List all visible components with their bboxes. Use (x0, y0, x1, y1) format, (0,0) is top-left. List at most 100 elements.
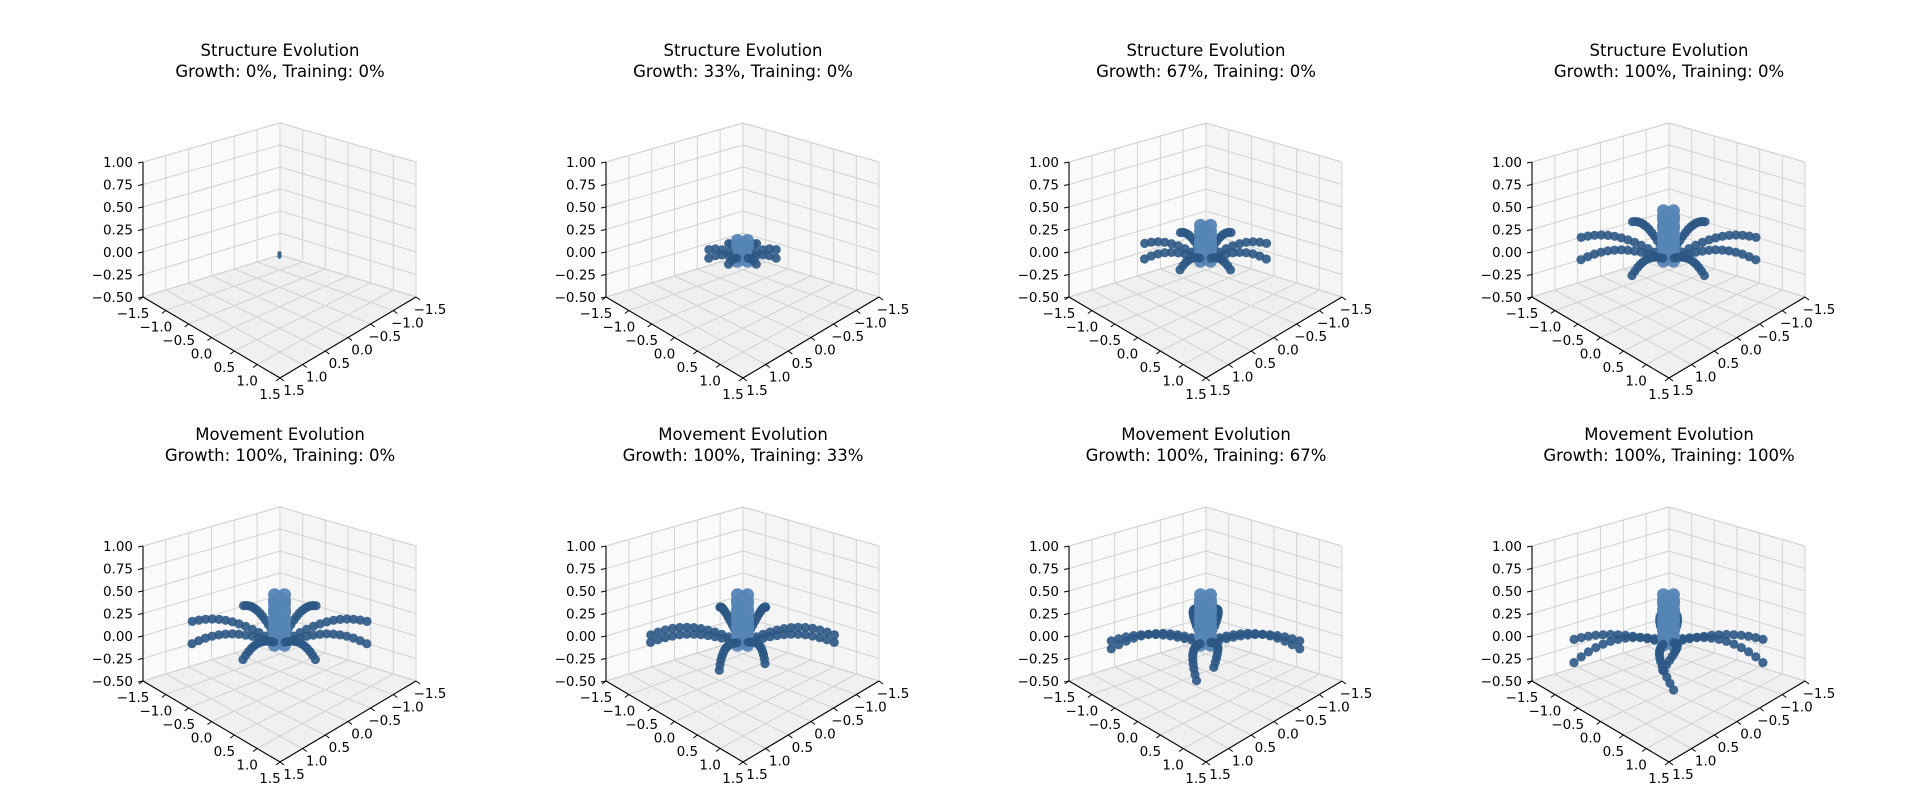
x-tick (1641, 364, 1647, 368)
body-point (268, 603, 281, 616)
y-tick (1205, 761, 1211, 766)
y-tick (788, 350, 793, 355)
subplot-1: Structure Evolution Growth: 0%, Training:… (92, 41, 447, 403)
leg-point (1166, 247, 1176, 257)
leg-point (1665, 678, 1675, 688)
body-point (1194, 603, 1207, 616)
leg-point (667, 631, 678, 641)
grid-line (742, 572, 880, 614)
x-tick (1596, 337, 1601, 341)
z-tick (600, 206, 607, 209)
body-point (1204, 224, 1217, 238)
grid-line (142, 232, 281, 275)
x-tick (1641, 748, 1647, 752)
z-tick-label: −0.50 (555, 674, 596, 690)
leg-point (1744, 231, 1754, 241)
leg-point (1591, 643, 1601, 653)
x-tick-label: −0.5 (162, 717, 195, 733)
body-point (1667, 236, 1680, 250)
z-tick-label: 0.50 (1029, 584, 1059, 600)
leg-point (1731, 230, 1741, 240)
body-point (731, 611, 744, 625)
x-tick-label: 0.5 (677, 744, 698, 760)
y-tick (1251, 734, 1256, 739)
leg-point (800, 622, 811, 633)
grid-line (742, 232, 880, 275)
z-tick (600, 184, 607, 186)
y-tick (1273, 337, 1279, 341)
leg-point (1151, 629, 1161, 640)
z-tick-label: 0.50 (566, 200, 596, 216)
leg-point (1642, 634, 1652, 644)
x-tick-label: −1.0 (602, 704, 635, 720)
x-tick-label: 0.5 (1603, 744, 1624, 760)
z-tick (1063, 184, 1070, 186)
leg-point (710, 632, 720, 642)
body-point (1657, 620, 1670, 634)
x-tick (624, 310, 630, 314)
z-tick (137, 590, 144, 593)
leg-point (1699, 270, 1709, 281)
y-tick (1273, 721, 1279, 725)
y-tick-label: 0.5 (329, 740, 350, 756)
z-tick (1063, 229, 1070, 231)
body-point (1194, 224, 1207, 238)
x-tick (1110, 707, 1115, 712)
z-tick (137, 635, 144, 638)
y-tick (279, 377, 285, 382)
grid-line (142, 528, 281, 569)
leg-point (1287, 634, 1297, 644)
grid-line (605, 122, 744, 163)
x-tick-label: 0.0 (654, 731, 675, 747)
subplot-subtitle: Growth: 100%, Training: 67% (1086, 446, 1327, 465)
grid-line (142, 210, 281, 253)
z-tick-label: 0.50 (103, 200, 133, 216)
body-point (278, 620, 291, 634)
grid-line (142, 166, 281, 208)
z-tick (137, 229, 144, 231)
grid-line (279, 122, 417, 163)
grid-line (1205, 528, 1343, 569)
leg-point (815, 625, 825, 635)
grid-line (1205, 550, 1343, 592)
leg-point (277, 254, 282, 259)
leg-point (682, 622, 692, 632)
x-tick-label: 1.0 (699, 374, 720, 390)
grid-line (605, 528, 744, 569)
z-tick (600, 229, 607, 231)
y-tick (1782, 310, 1787, 314)
y-tick (788, 734, 793, 739)
y-tick-label: 0.5 (329, 356, 350, 372)
y-tick-label: −1.5 (1340, 686, 1373, 702)
subplot-3: Structure Evolution Growth: 67%, Training… (1018, 41, 1373, 403)
x-tick (207, 337, 212, 341)
x-tick-label: −0.5 (1088, 333, 1121, 349)
leg-point (1569, 658, 1579, 668)
x-tick-label: −0.5 (1551, 333, 1584, 349)
y-tick (370, 707, 375, 712)
z-tick (137, 658, 144, 660)
subplot-title: Structure Evolution (664, 41, 823, 60)
y-tick-label: −0.5 (1757, 713, 1790, 729)
subplot-title: Movement Evolution (658, 425, 828, 444)
x-tick-label: −1.0 (1065, 320, 1098, 336)
y-tick (1668, 761, 1674, 766)
y-tick-label: 0.5 (792, 356, 813, 372)
z-tick (1063, 545, 1070, 548)
leg-point (1280, 632, 1290, 642)
x-tick (1133, 721, 1138, 725)
z-tick (1526, 274, 1533, 276)
body-point (1657, 227, 1670, 241)
leg-point (1129, 631, 1139, 641)
x-tick (1064, 680, 1070, 685)
z-tick (600, 613, 607, 615)
body-point (731, 594, 744, 608)
x-tick (738, 377, 744, 382)
z-tick (1526, 635, 1533, 638)
x-tick (601, 680, 607, 685)
leg-point (786, 623, 796, 633)
leg-point (714, 665, 724, 675)
body-point (741, 620, 754, 634)
x-tick (138, 296, 144, 301)
leg-point (1228, 632, 1238, 642)
